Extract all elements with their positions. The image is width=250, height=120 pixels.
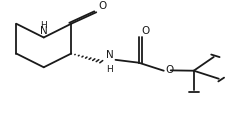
Text: N: N <box>106 50 114 60</box>
Text: O: O <box>99 1 107 11</box>
Text: O: O <box>141 26 150 36</box>
Text: H: H <box>40 21 47 30</box>
Text: O: O <box>165 65 173 75</box>
Text: N: N <box>40 26 48 36</box>
Text: H: H <box>106 65 113 74</box>
